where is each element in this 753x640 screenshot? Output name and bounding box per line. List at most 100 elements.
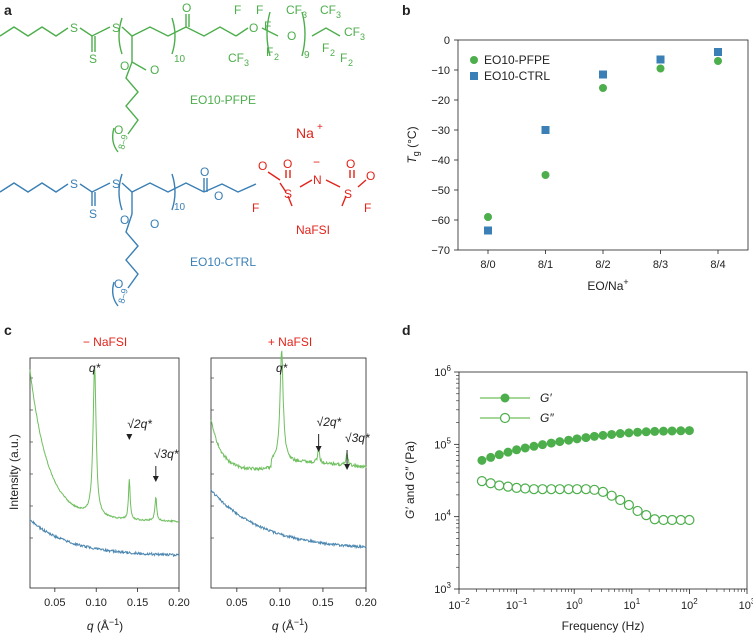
nafsi-n-charge: − <box>313 155 320 169</box>
chart-c-right-title: + NaFSI <box>268 335 312 349</box>
chart-d-point-gprime <box>650 426 660 436</box>
chart-b-point-ctrl <box>484 226 492 235</box>
ctrl-repeat-89: 8–9 <box>116 287 130 304</box>
chart-b-point-ctrl <box>656 55 665 64</box>
chart-d-point-gprime <box>538 440 548 450</box>
nafsi-atom-labels: Na + O O − N O O S S F F NaFSI <box>252 122 375 237</box>
chart-d-point-gdouble <box>649 514 660 525</box>
chart-d-point-gdouble <box>554 484 565 495</box>
chart-c-left-title: − NaFSI <box>83 335 127 349</box>
chart-d-ylabel: G′ and G″ (Pa) <box>403 441 417 519</box>
ctrl-o4: O <box>150 217 159 231</box>
pfpe-f6: F <box>340 51 347 65</box>
chart-c-xtick-label: 0.10 <box>86 597 107 609</box>
legend-pfpe-marker <box>470 56 478 64</box>
nafsi-o1: O <box>258 159 267 173</box>
chart-d-point-gprime <box>572 434 582 444</box>
chart-d-point-gprime <box>624 428 634 438</box>
chart-c-xtick-label: 0.10 <box>269 597 290 609</box>
chart-b-ytick-label: −40 <box>431 155 450 167</box>
chart-c-right-frame <box>210 357 367 589</box>
svg-text:3: 3 <box>360 32 365 42</box>
chart-d-point-gdouble <box>658 514 669 526</box>
chart-d-point-gprime <box>529 441 539 451</box>
chart-d-point-gprime <box>658 426 668 436</box>
pfpe-f4-sub: 2 <box>274 52 279 62</box>
legend-ctrl-label: EO10-CTRL <box>484 69 550 83</box>
chart-b-point-pfpe <box>599 84 607 92</box>
chart-d-point-gdouble <box>571 484 583 495</box>
chart-b-point-ctrl <box>714 48 722 56</box>
chart-b-point-pfpe <box>714 57 722 65</box>
chart-d-point-gdouble <box>684 514 695 526</box>
pfpe-f5-sub: 2 <box>330 48 335 58</box>
svg-text:q (Å−1): q (Å−1) <box>272 617 308 633</box>
ctrl-o1: O <box>200 165 209 179</box>
pfpe-cf3-3: CF <box>320 3 336 17</box>
chart-d-xtick-label: 103 <box>739 597 753 612</box>
nafsi-structure <box>267 170 367 207</box>
chart-d-point-gprime <box>676 426 686 436</box>
ctrl-s1: S <box>70 177 78 191</box>
pfpe-cf3-1: CF <box>228 51 244 65</box>
pfpe-o5: O <box>150 63 159 77</box>
chart-d-point-gprime <box>564 435 574 445</box>
chart-d-point-gprime <box>555 437 565 447</box>
chart-d-xtick-label: 102 <box>681 597 698 612</box>
legend-pfpe-label: EO10-PFPE <box>484 53 550 67</box>
chart-c-ctrl-trace <box>29 519 180 558</box>
na-label: Na <box>296 125 314 141</box>
chart-c-annotation-q2: √2q* <box>127 417 152 431</box>
chart-d-point-gprime <box>598 430 608 440</box>
nafsi-label: NaFSI <box>296 223 330 237</box>
chart-d-point-gprime <box>503 447 513 457</box>
pfpe-alkyl-chain <box>0 26 69 37</box>
chart-d-ytick-label: 104 <box>434 509 451 524</box>
panel-d: d 10−2 10−1 100 101 102 103 103 104 105 106 Frequ… <box>402 322 753 633</box>
panel-a: a S S S 10 <box>0 1 375 307</box>
legend-gprime-label: G′ <box>540 391 552 405</box>
chart-d-point-gdouble <box>520 483 531 494</box>
svg-text:3: 3 <box>244 58 249 68</box>
chart-d-point-gdouble <box>502 481 514 492</box>
chart-d-ytick-label: 103 <box>434 581 451 596</box>
nafsi-f1: F <box>252 201 259 215</box>
chart-d-point-gdouble <box>580 484 592 495</box>
pfpe-s1: S <box>70 21 78 35</box>
ctrl-structure <box>0 173 257 307</box>
chart-d-xlabel: Frequency (Hz) <box>562 619 645 633</box>
chart-d-xtick-label: 10−2 <box>448 597 470 612</box>
panel-letter-b: b <box>402 2 411 18</box>
chart-b-ytick-label: −70 <box>431 245 450 257</box>
panel-letter-c: c <box>4 322 12 338</box>
chart-b-ytick-label: −10 <box>431 65 450 77</box>
chart-c-left-plot: 0.05 0.10 0.15 0.20 q* √2q* √3q* <box>29 361 190 609</box>
chart-b-legend: EO10-PFPE EO10-CTRL <box>470 53 550 83</box>
pfpe-atom-labels: S S S 10 O O O 9 F F F F 2 F 2 CF 3 CF 3… <box>70 1 365 151</box>
chart-b-xtick-label: 8/4 <box>710 259 725 271</box>
chart-b-ytick-label: 0 <box>444 35 450 47</box>
chart-d-ytick-label: 106 <box>434 364 451 379</box>
chart-d-xtick-label: 101 <box>623 597 640 612</box>
nafsi-o2: O <box>283 157 292 171</box>
chart-c-xtick-label: 0.20 <box>355 597 376 609</box>
chart-d-point-gdouble <box>666 514 678 526</box>
chart-d-point-gdouble <box>641 510 652 521</box>
pfpe-f3: F <box>264 19 271 33</box>
chart-d-point-gprime <box>512 445 522 455</box>
legend-ctrl-marker <box>470 72 478 80</box>
chart-d-point-gdouble <box>546 484 557 495</box>
chart-b-points <box>484 48 722 235</box>
chart-d-point-gprime <box>520 443 530 453</box>
chart-d-point-gprime <box>581 433 591 443</box>
panel-c: c − NaFSI + NaFSI 0.05 0.10 0.15 0.20 q* √2q*… <box>4 322 377 633</box>
chart-c-left-frame <box>29 357 180 589</box>
ctrl-atom-labels: S S S 10 O O O O O 8–9 EO10-CTRL <box>70 165 256 305</box>
chart-d-point-gprime <box>615 429 625 439</box>
chart-b-point-ctrl <box>541 126 550 134</box>
chart-c-left-xlabel: q (Å−1) <box>87 617 123 633</box>
pfpe-o2: O <box>249 21 258 35</box>
pfpe-structure <box>0 11 341 153</box>
chart-c-xtick-label: 0.05 <box>226 597 247 609</box>
